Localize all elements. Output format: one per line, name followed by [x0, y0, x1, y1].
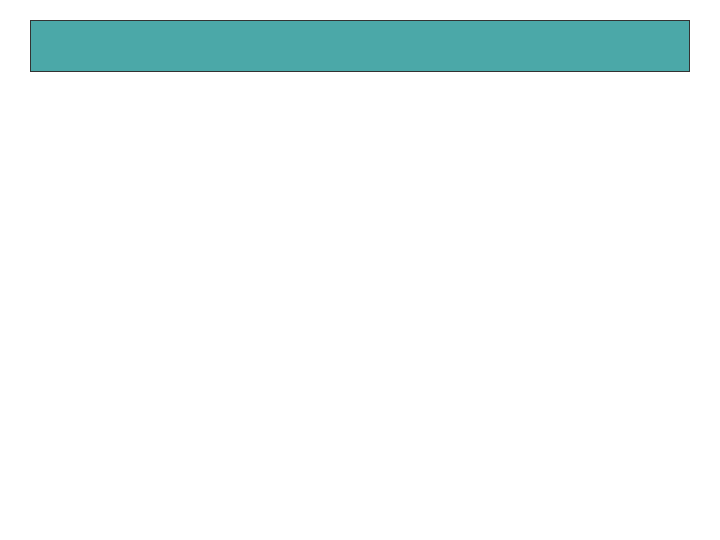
title-bar [30, 20, 690, 72]
diagram-area [70, 170, 640, 490]
diagram-svg [70, 170, 640, 490]
